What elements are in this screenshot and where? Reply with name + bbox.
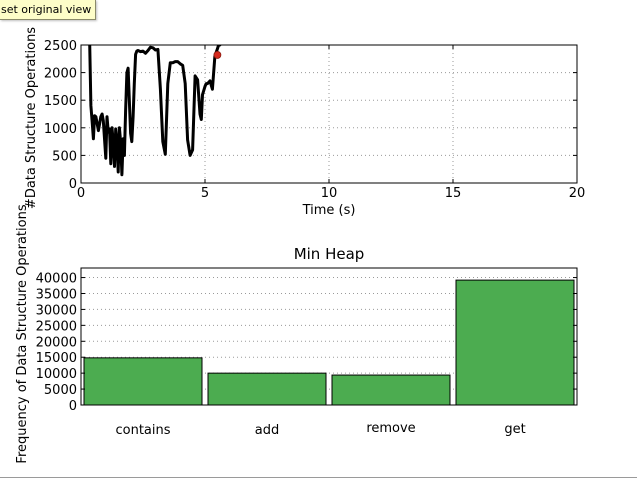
bar-ticks <box>81 277 577 406</box>
bar-y-tick-label: 40000 <box>36 272 77 287</box>
bar-contains[interactable] <box>83 357 203 406</box>
line-x-tick-label: 15 <box>445 186 462 201</box>
line-chart[interactable]: 0 500 1000 1500 2000 2500 0 5 10 15 20 Time (s) #… <box>24 27 585 218</box>
line-y-tick-label: 1500 <box>44 94 77 109</box>
bar-category-label: add <box>255 423 279 438</box>
line-y-tick-label: 2500 <box>44 39 77 54</box>
bar-y-tick-label: 30000 <box>36 303 77 318</box>
bar-category-labels: contains add remove get <box>115 421 525 438</box>
bar-category-label: remove <box>366 421 415 436</box>
bar-y-tick-label: 10000 <box>36 367 77 382</box>
line-x-axis-label: Time (s) <box>302 203 356 218</box>
line-x-tick-label: 0 <box>77 186 85 201</box>
bar-chart-title: Min Heap <box>294 245 365 263</box>
bar-grid <box>81 277 577 390</box>
line-x-tick-labels: 0 5 10 15 20 <box>77 186 585 201</box>
line-x-tick-label: 20 <box>569 186 586 201</box>
line-y-tick-labels: 0 500 1000 1500 2000 2500 <box>44 39 77 192</box>
bar-get[interactable] <box>455 279 575 406</box>
bar-category-label: get <box>504 422 525 437</box>
bar-y-tick-label: 15000 <box>36 351 77 366</box>
line-grid <box>81 45 577 183</box>
bar-chart[interactable]: 0500010000150002000025000300003500040000… <box>15 204 578 464</box>
line-y-tick-label: 1000 <box>44 122 77 137</box>
line-ticks <box>80 44 578 184</box>
bar-y-tick-label: 25000 <box>36 319 77 334</box>
bar-remove[interactable] <box>331 374 451 406</box>
bar-add[interactable] <box>207 372 327 406</box>
line-y-tick-label: 500 <box>52 149 77 164</box>
bar-y-tick-label: 35000 <box>36 287 77 302</box>
bar-category-label: contains <box>115 423 170 438</box>
bar-y-axis-label: Frequency of Data Structure Operations <box>15 204 30 463</box>
line-y-axis-label: #Data Structure Operations <box>24 27 39 209</box>
line-x-tick-label: 10 <box>321 186 338 201</box>
tooltip-text: set original view <box>1 3 92 16</box>
bar-y-tick-label: 5000 <box>44 383 77 398</box>
bar-y-tick-label: 0 <box>69 399 77 414</box>
bar-bars-group <box>83 279 575 406</box>
bar-y-tick-label: 20000 <box>36 335 77 350</box>
line-series <box>88 45 222 177</box>
line-series-group <box>88 45 222 177</box>
reset-view-tooltip: set original view <box>0 0 97 20</box>
line-y-tick-label: 0 <box>69 177 77 192</box>
current-time-marker <box>213 51 222 59</box>
line-x-tick-label: 5 <box>201 186 209 201</box>
line-y-tick-label: 2000 <box>44 67 77 82</box>
